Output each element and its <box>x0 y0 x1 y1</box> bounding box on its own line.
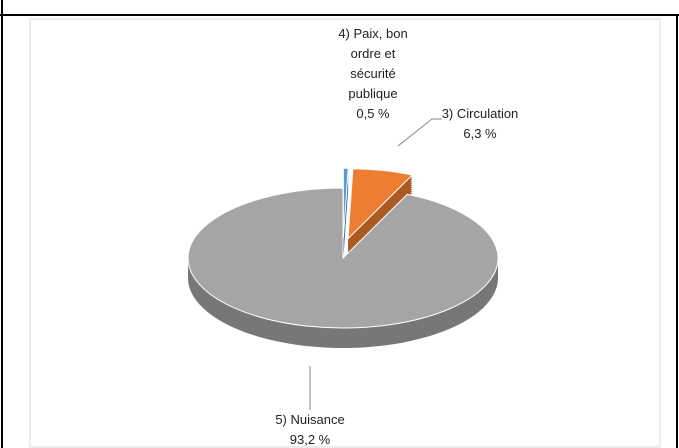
value-label: 6,3 % <box>463 126 497 141</box>
slice-label: 4) Paix, bon ordre et sécurité publique … <box>328 24 418 124</box>
category-label: 5) Nuisance <box>275 412 345 427</box>
leader-line <box>397 118 442 147</box>
pie <box>187 167 499 348</box>
value-label: 93,2 % <box>289 432 331 447</box>
pie-slice <box>342 167 349 239</box>
category-label: 3) Circulation <box>441 106 519 121</box>
slice-label: 3) Circulation 6,3 % <box>430 104 530 144</box>
pie-slice <box>187 187 499 329</box>
category-label: 4) Paix, bon ordre et sécurité publique <box>338 26 408 101</box>
value-label: 0,5 % <box>356 106 390 121</box>
pie-slice <box>347 168 414 241</box>
slice-label: 5) Nuisance 93,2 % <box>250 410 370 448</box>
